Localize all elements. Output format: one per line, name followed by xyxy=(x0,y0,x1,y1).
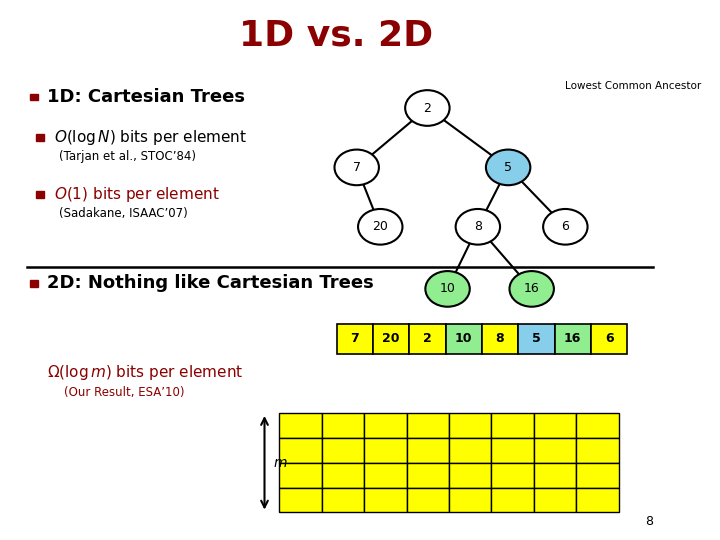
FancyBboxPatch shape xyxy=(407,438,449,463)
FancyBboxPatch shape xyxy=(534,413,576,438)
Text: 10: 10 xyxy=(455,332,472,346)
FancyBboxPatch shape xyxy=(407,488,449,512)
FancyBboxPatch shape xyxy=(554,324,591,354)
Circle shape xyxy=(543,209,588,245)
FancyBboxPatch shape xyxy=(482,324,518,354)
Text: 5: 5 xyxy=(504,161,512,174)
Circle shape xyxy=(335,150,379,185)
FancyBboxPatch shape xyxy=(336,324,373,354)
FancyBboxPatch shape xyxy=(322,438,364,463)
FancyBboxPatch shape xyxy=(30,280,37,287)
FancyBboxPatch shape xyxy=(373,324,409,354)
Circle shape xyxy=(486,150,531,185)
FancyBboxPatch shape xyxy=(322,463,364,488)
Text: 20: 20 xyxy=(382,332,400,346)
FancyBboxPatch shape xyxy=(449,438,491,463)
FancyBboxPatch shape xyxy=(279,438,322,463)
FancyBboxPatch shape xyxy=(30,94,37,100)
Text: 16: 16 xyxy=(564,332,582,346)
FancyBboxPatch shape xyxy=(364,488,407,512)
Text: 16: 16 xyxy=(524,282,539,295)
FancyBboxPatch shape xyxy=(279,463,322,488)
Text: 2: 2 xyxy=(423,332,432,346)
Text: (Tarjan et al., STOC’84): (Tarjan et al., STOC’84) xyxy=(59,150,197,163)
FancyBboxPatch shape xyxy=(576,438,618,463)
Text: 5: 5 xyxy=(532,332,541,346)
FancyBboxPatch shape xyxy=(518,324,554,354)
FancyBboxPatch shape xyxy=(364,413,407,438)
Text: $\Omega(\log m)$ bits per element: $\Omega(\log m)$ bits per element xyxy=(47,363,243,382)
Text: $O(1)$ bits per element: $O(1)$ bits per element xyxy=(54,185,220,204)
FancyBboxPatch shape xyxy=(491,488,534,512)
FancyBboxPatch shape xyxy=(364,438,407,463)
FancyBboxPatch shape xyxy=(407,413,449,438)
FancyBboxPatch shape xyxy=(591,324,627,354)
FancyBboxPatch shape xyxy=(36,134,45,141)
FancyBboxPatch shape xyxy=(534,488,576,512)
Text: 7: 7 xyxy=(353,161,361,174)
FancyBboxPatch shape xyxy=(491,413,534,438)
Text: 1D: Cartesian Trees: 1D: Cartesian Trees xyxy=(47,88,245,106)
Circle shape xyxy=(405,90,449,126)
Text: (Our Result, ESA’10): (Our Result, ESA’10) xyxy=(64,386,184,399)
FancyBboxPatch shape xyxy=(409,324,446,354)
FancyBboxPatch shape xyxy=(279,413,322,438)
Text: 20: 20 xyxy=(372,220,388,233)
FancyBboxPatch shape xyxy=(407,463,449,488)
Circle shape xyxy=(456,209,500,245)
Text: 8: 8 xyxy=(496,332,505,346)
FancyBboxPatch shape xyxy=(491,438,534,463)
FancyBboxPatch shape xyxy=(446,324,482,354)
FancyBboxPatch shape xyxy=(279,488,322,512)
FancyBboxPatch shape xyxy=(491,463,534,488)
Text: 8: 8 xyxy=(474,220,482,233)
FancyBboxPatch shape xyxy=(534,438,576,463)
FancyBboxPatch shape xyxy=(322,488,364,512)
Text: $m$: $m$ xyxy=(274,456,288,470)
FancyBboxPatch shape xyxy=(449,488,491,512)
FancyBboxPatch shape xyxy=(534,463,576,488)
Circle shape xyxy=(358,209,402,245)
Circle shape xyxy=(426,271,469,307)
Text: 2D: Nothing like Cartesian Trees: 2D: Nothing like Cartesian Trees xyxy=(47,274,374,293)
Text: 7: 7 xyxy=(351,332,359,346)
Text: $O(\log N)$ bits per element: $O(\log N)$ bits per element xyxy=(54,128,247,147)
FancyBboxPatch shape xyxy=(576,413,618,438)
FancyBboxPatch shape xyxy=(322,413,364,438)
Text: 6: 6 xyxy=(605,332,613,346)
Text: 8: 8 xyxy=(645,515,653,528)
Text: 6: 6 xyxy=(562,220,570,233)
Text: (Sadakane, ISAAC’07): (Sadakane, ISAAC’07) xyxy=(59,207,188,220)
FancyBboxPatch shape xyxy=(449,463,491,488)
FancyBboxPatch shape xyxy=(576,463,618,488)
FancyBboxPatch shape xyxy=(36,191,45,198)
Circle shape xyxy=(510,271,554,307)
Text: 1D vs. 2D: 1D vs. 2D xyxy=(240,18,433,52)
FancyBboxPatch shape xyxy=(449,413,491,438)
FancyBboxPatch shape xyxy=(364,463,407,488)
Text: 10: 10 xyxy=(440,282,456,295)
Text: Lowest Common Ancestor: Lowest Common Ancestor xyxy=(565,82,701,91)
Text: 2: 2 xyxy=(423,102,431,114)
FancyBboxPatch shape xyxy=(576,488,618,512)
